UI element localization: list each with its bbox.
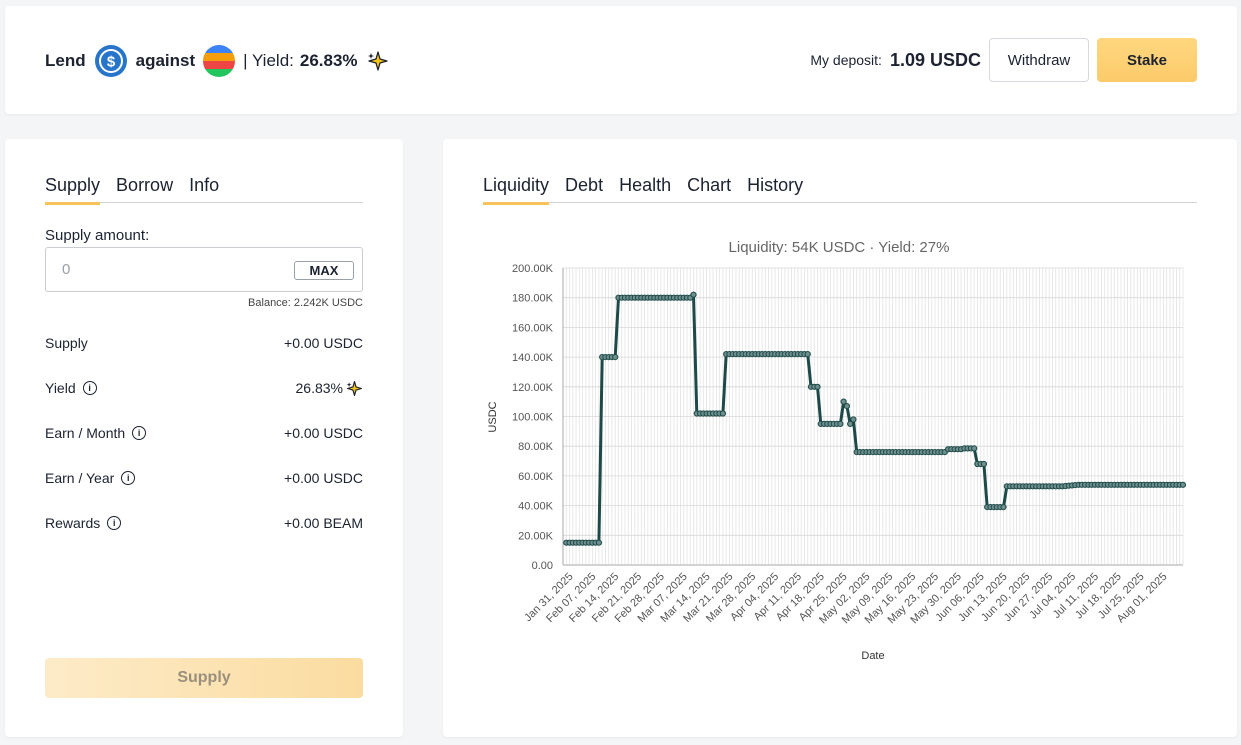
yield-row-label: Yield (45, 380, 76, 396)
y-axis: 0.00 20.00K 40.00K 60.00K 80.00K 100.00K 120.0… (512, 263, 554, 572)
market-title: Lend $ against | Yield: 26.83% (45, 44, 389, 78)
data-point[interactable] (719, 410, 726, 417)
y-tick-label: 0.00 (532, 560, 553, 572)
data-point[interactable] (980, 460, 988, 468)
tab-debt[interactable]: Debt (565, 175, 604, 195)
stake-button[interactable]: Stake (1097, 38, 1197, 82)
y-tick-label: 200.00K (512, 263, 554, 275)
data-point[interactable] (814, 383, 821, 390)
info-icon[interactable]: i (107, 516, 122, 530)
beam-token-icon (203, 45, 236, 77)
svg-text:$: $ (106, 54, 115, 71)
tab-liquidity[interactable]: Liquidity (483, 175, 550, 205)
sparkle-icon (367, 50, 389, 72)
balance-text: Balance: 2.242K USDC (248, 297, 363, 309)
supply-tabs: Supply Borrow Info (45, 175, 363, 205)
data-point[interactable] (843, 403, 850, 410)
liquidity-chart: Liquidity: 54K USDC · Yield: 27% 0.00 20.… (487, 239, 1187, 662)
data-point[interactable] (612, 354, 619, 361)
rewards-value: +0.00 BEAM (284, 515, 363, 531)
supply-amount-field: MAX (45, 247, 363, 292)
withdraw-button[interactable]: Withdraw (989, 38, 1089, 82)
y-tick-label: 40.00K (518, 501, 554, 513)
y-tick-label: 60.00K (518, 471, 554, 483)
header-bar: Lend $ against | Yield: 26.83% My deposi… (5, 6, 1237, 114)
earn-month-value: +0.00 USDC (284, 425, 363, 441)
max-button[interactable]: MAX (294, 261, 354, 280)
data-point[interactable] (1000, 504, 1007, 511)
liquidity-series (563, 291, 1187, 546)
supply-row: Supply +0.00 USDC (45, 333, 363, 353)
chart-title: Liquidity: 54K USDC · Yield: 27% (729, 239, 950, 256)
x-axis-label: Date (861, 650, 884, 662)
data-point[interactable] (804, 351, 811, 358)
rewards-label: Rewards (45, 515, 101, 531)
earn-month-label: Earn / Month (45, 425, 126, 441)
earn-year-row: Earn / Year i +0.00 USDC (45, 468, 363, 488)
tab-supply[interactable]: Supply (45, 175, 101, 205)
earn-year-value: +0.00 USDC (284, 470, 363, 486)
y-tick-label: 160.00K (512, 322, 554, 334)
yield-label: | Yield: (243, 51, 294, 70)
deposit-label: My deposit: (810, 52, 882, 68)
data-point[interactable] (971, 445, 978, 452)
y-axis-label: USDC (487, 401, 499, 432)
y-tick-label: 100.00K (512, 412, 554, 424)
data-point[interactable] (690, 291, 697, 298)
supply-amount-label: Supply amount: (45, 227, 150, 244)
supply-panel: Supply Borrow Info Supply amount: MAX Ba… (5, 139, 403, 737)
data-point[interactable] (850, 416, 857, 423)
yield-row: Yield i 26.83% (45, 378, 363, 398)
supply-button[interactable]: Supply (45, 658, 363, 698)
earn-year-label: Earn / Year (45, 470, 115, 486)
rewards-row: Rewards i +0.00 BEAM (45, 513, 363, 533)
against-label: against (135, 51, 196, 70)
info-icon[interactable]: i (82, 381, 97, 395)
deposit-area: My deposit: 1.09 USDC Withdraw Stake (810, 38, 1197, 82)
sparkle-icon (346, 380, 363, 397)
y-tick-label: 140.00K (512, 352, 554, 364)
y-tick-label: 120.00K (512, 382, 554, 394)
lend-label: Lend (45, 51, 86, 70)
data-point[interactable] (847, 420, 854, 427)
yield-row-value: 26.83% (295, 380, 343, 396)
yield-value: 26.83% (299, 51, 358, 70)
data-point[interactable] (595, 539, 602, 546)
tab-borrow[interactable]: Borrow (116, 175, 174, 195)
tab-history[interactable]: History (747, 175, 804, 195)
chart-grid (562, 267, 1184, 566)
data-point[interactable] (837, 420, 844, 427)
chart-tabs: Liquidity Debt Health Chart History (483, 175, 1197, 205)
deposit-value: 1.09 USDC (889, 49, 981, 70)
earn-month-row: Earn / Month i +0.00 USDC (45, 423, 363, 443)
usdc-token-icon: $ (94, 45, 127, 77)
supply-row-value: +0.00 USDC (284, 335, 363, 351)
data-point[interactable] (1179, 481, 1187, 488)
chart-panel: Liquidity Debt Health Chart History Liqu… (443, 139, 1237, 737)
y-tick-label: 80.00K (518, 441, 554, 453)
data-point[interactable] (840, 398, 847, 405)
tab-health[interactable]: Health (619, 175, 672, 195)
supply-row-label: Supply (45, 335, 88, 351)
y-tick-label: 180.00K (512, 293, 554, 305)
tab-info[interactable]: Info (189, 175, 220, 195)
info-icon[interactable]: i (121, 471, 136, 485)
y-tick-label: 20.00K (518, 530, 554, 542)
supply-amount-input[interactable] (62, 261, 282, 278)
tab-chart[interactable]: Chart (687, 175, 732, 195)
info-icon[interactable]: i (132, 426, 147, 440)
